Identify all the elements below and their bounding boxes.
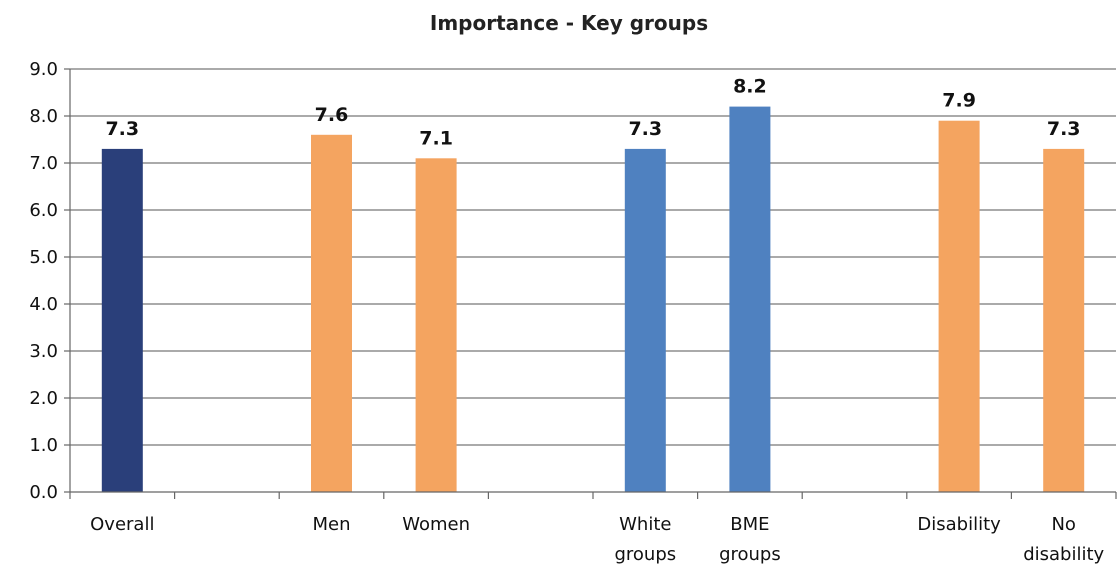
bar [938, 120, 980, 492]
gridlines [70, 68, 1116, 446]
bar [415, 158, 457, 493]
bar [101, 148, 143, 492]
x-category-label: Women [402, 514, 470, 535]
x-category-label: groups [719, 544, 781, 565]
y-tick-label: 6.0 [29, 200, 58, 221]
x-category-label: White [619, 514, 671, 535]
chart-title: Importance - Key groups [430, 11, 708, 35]
y-tick-label: 8.0 [29, 106, 58, 127]
y-axis-ticks: 0.0 1.0 2.0 3.0 4.0 5.0 6.0 7.0 8.0 9.0 [29, 59, 70, 503]
y-tick-label: 5.0 [29, 247, 58, 268]
y-tick-label: 1.0 [29, 435, 58, 456]
bars [101, 106, 1085, 493]
y-tick-label: 3.0 [29, 341, 58, 362]
y-tick-label: 2.0 [29, 388, 58, 409]
x-category-label: groups [614, 544, 676, 565]
bar [1043, 148, 1085, 492]
data-label: 7.3 [105, 118, 139, 140]
data-label: 8.2 [733, 76, 767, 98]
x-category-label: disability [1023, 544, 1104, 565]
bar [729, 106, 771, 492]
data-label: 7.3 [628, 118, 662, 140]
data-label: 7.9 [942, 90, 976, 112]
x-category-label: Disability [917, 514, 1001, 535]
x-category-label: Men [312, 514, 350, 535]
x-category-label: BME [730, 514, 769, 535]
bar [311, 134, 352, 493]
data-label: 7.1 [419, 127, 453, 149]
x-category-label: Overall [90, 514, 154, 535]
bar [624, 148, 666, 492]
x-category-label: No [1051, 514, 1075, 535]
data-labels: 7.3 7.6 7.1 7.3 8.2 7.9 7.3 [105, 76, 1080, 150]
data-label: 7.3 [1047, 118, 1081, 140]
x-axis-categories: Overall Men Women White groups BME groups Disab… [90, 514, 1104, 565]
data-label: 7.6 [315, 104, 349, 126]
y-tick-label: 0.0 [29, 482, 58, 503]
x-axis [69, 69, 1117, 499]
y-tick-label: 9.0 [29, 59, 58, 80]
y-tick-label: 4.0 [29, 294, 58, 315]
y-tick-label: 7.0 [29, 153, 58, 174]
